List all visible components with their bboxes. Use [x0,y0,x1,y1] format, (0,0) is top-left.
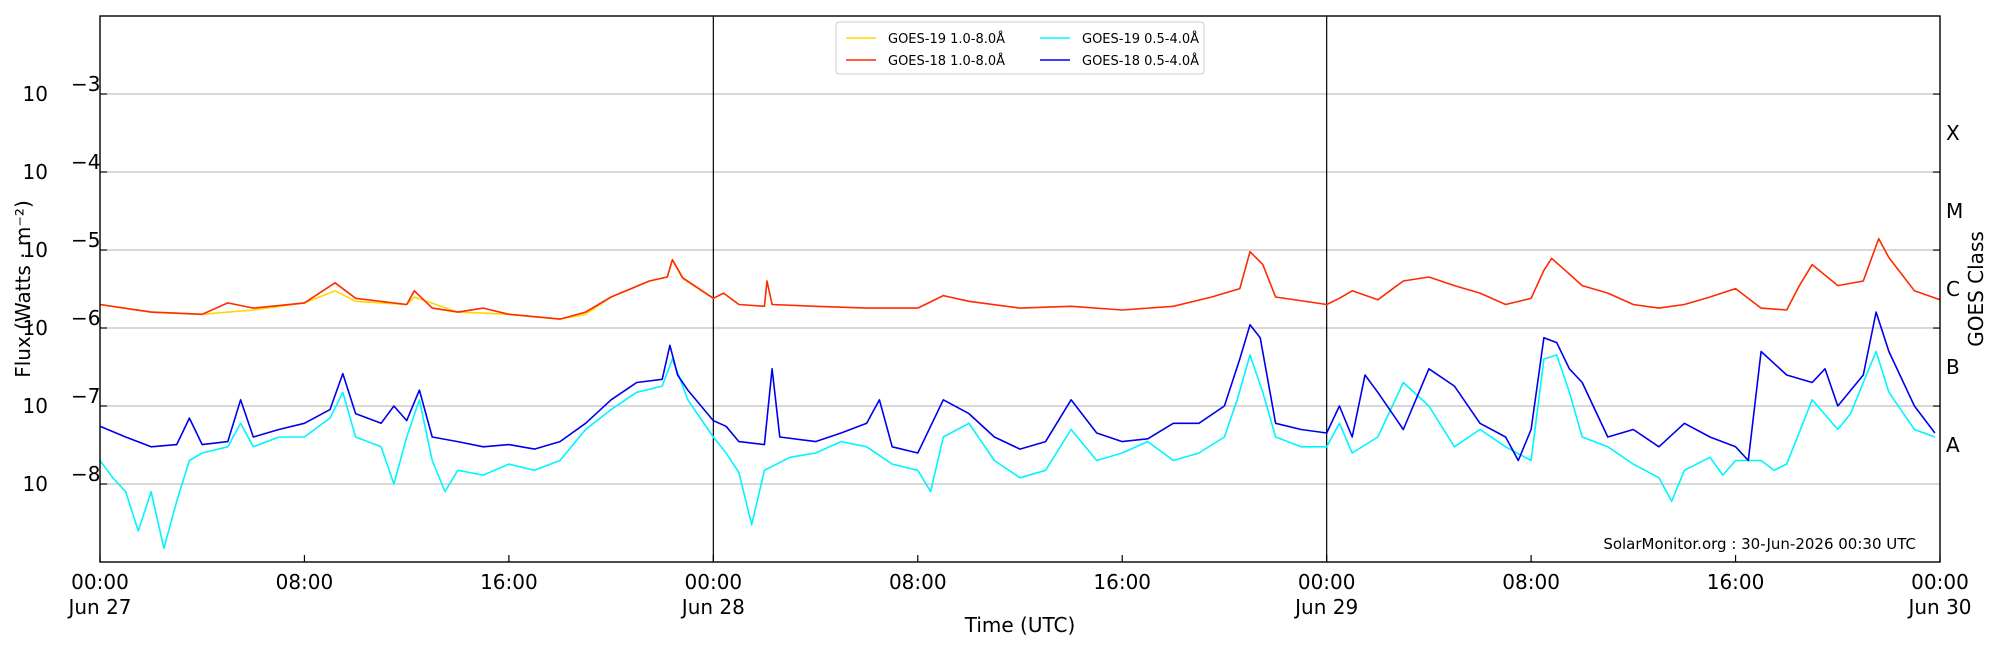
legend-entry-label: GOES-18 0.5-4.0Å [1082,53,1199,69]
series-layer [99,237,1941,550]
plot-frame [99,15,1941,563]
x-axis-label: Time (UTC) [964,613,1076,637]
y-tick-exponent: −8 [71,462,100,486]
x-tick-date-label: Jun 28 [680,595,745,619]
x-tick-time-label: 00:00 [685,570,743,594]
day-separator-layer [712,16,1328,562]
x-tick-date-label: Jun 27 [66,595,131,619]
x-tick-time-label: 00:00 [1911,570,1969,594]
y-tick-exponent: −4 [71,150,100,174]
y-axis-label: Flux (Watts · m⁻²) [11,200,35,378]
y-tick-label: 10 [23,472,48,496]
y-tick-label: 10 [23,316,48,340]
x-tick-time-label: 00:00 [1298,570,1356,594]
y-tick-exponent: −5 [71,228,100,252]
series-line-3 [99,311,1936,462]
legend-entry-label: GOES-18 1.0-8.0Å [888,53,1005,69]
y-tick-label: 10 [23,82,48,106]
x-tick-time-label: 16:00 [1707,570,1765,594]
x-tick-time-label: 16:00 [1093,570,1151,594]
y-tick-exponent: −3 [71,72,100,96]
x-tick-time-label: 08:00 [1502,570,1560,594]
x-tick-time-label: 16:00 [480,570,538,594]
y-tick-exponent: −7 [71,384,100,408]
x-tick-time-label: 08:00 [276,570,334,594]
goes-class-label: X [1946,121,1960,145]
goes-class-label: C [1946,277,1960,301]
legend-entry-label: GOES-19 1.0-8.0Å [888,31,1005,47]
grid-layer [100,93,1940,485]
y-tick-exponent: −6 [71,306,100,330]
x-tick-time-label: 00:00 [71,570,129,594]
x-tick-date-label: Jun 30 [1906,595,1971,619]
goes-class-label: B [1946,355,1960,379]
x-tick-time-label: 08:00 [889,570,947,594]
credit-text: SolarMonitor.org : 30-Jun-2026 00:30 UTC [1603,535,1916,553]
x-tick-date-label: Jun 29 [1293,595,1358,619]
legend-box [835,21,1205,75]
goes-class-label: M [1946,199,1963,223]
goes-class-label: A [1946,433,1960,457]
y-tick-label: 10 [23,394,48,418]
series-line-2 [99,350,1936,550]
series-line-1 [99,237,1941,320]
y-tick-label: 10 [23,238,48,262]
goes-class-axis-label: GOES Class [1964,231,1988,347]
legend: GOES-19 1.0-8.0Å GOES-18 1.0-8.0Å GOES-19 … [835,21,1205,75]
y-tick-label: 10 [23,160,48,184]
legend-entry-label: GOES-19 0.5-4.0Å [1082,31,1199,47]
